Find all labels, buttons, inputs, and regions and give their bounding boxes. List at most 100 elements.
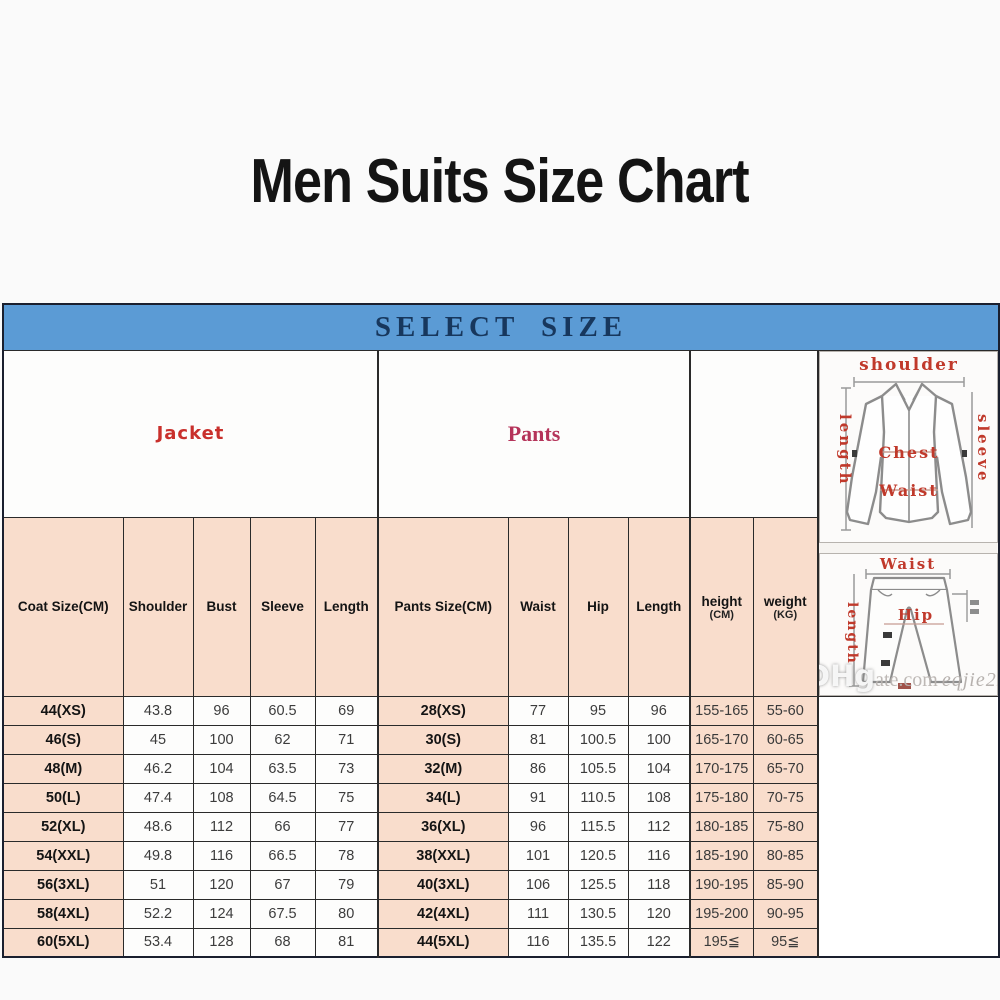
measurement-cell: 124 — [192, 898, 251, 929]
banner-row: SELECT SIZE — [2, 303, 1000, 351]
size-label-cell: 48(M) — [2, 753, 124, 784]
pants-length-label: length — [844, 602, 860, 665]
measurement-cell: 101 — [507, 840, 569, 871]
measurement-cell: 165-170 — [689, 724, 754, 755]
select-size-banner: SELECT SIZE — [2, 303, 1000, 351]
title-area: Men Suits Size Chart — [0, 0, 1000, 217]
empty-group-header — [689, 349, 819, 518]
measurement-cell: 81 — [314, 927, 379, 958]
column-header-row: Coat Size(CM) Shoulder Bust Sleeve Lengt… — [2, 516, 999, 697]
weight-header-unit: (KG) — [773, 609, 798, 622]
measurement-cell: 185-190 — [689, 840, 754, 871]
pants-waist-label: Waist — [878, 555, 935, 573]
measurement-cell: 155-165 — [689, 695, 754, 726]
pants-diagram-box: Waist length Hip DHgate.com eqjie222 — [819, 552, 999, 695]
measurement-cell: 112 — [192, 811, 251, 842]
measurement-cell: 79 — [314, 869, 379, 900]
measurement-cell: 70-75 — [752, 782, 819, 813]
measurement-cell: 43.8 — [122, 695, 194, 726]
measurement-cell: 125.5 — [567, 869, 629, 900]
measurement-cell: 68 — [249, 927, 316, 958]
jacket-shoulder-label: shoulder — [859, 355, 959, 375]
measurement-cell: 195≦ — [689, 927, 754, 958]
watermark-brand-tail: ate.com — [875, 668, 938, 691]
measurement-cell: 71 — [314, 724, 379, 755]
table-row: 52(XL) 48.6 112 66 77 36(XL) 96 115.5 112 180-185… — [2, 811, 999, 842]
measurement-cell: 63.5 — [249, 753, 316, 784]
size-chart-table: SELECT SIZE Jacket Pants — [2, 303, 1000, 958]
measurement-cell: 67 — [249, 869, 316, 900]
measurement-cell: 116 — [627, 840, 691, 871]
height-header-text: height — [701, 594, 743, 610]
measurement-cell: 104 — [192, 753, 251, 784]
table-row: 44(XS) 43.8 96 60.5 69 28(XS) 77 95 96 155-165 55-… — [2, 695, 999, 726]
measurement-cell: 48.6 — [122, 811, 194, 842]
size-label-cell: 32(M) — [377, 753, 509, 784]
table-row: 48(M) 46.2 104 63.5 73 32(M) 86 105.5 104 170-175… — [2, 753, 999, 784]
measurement-cell: 105.5 — [567, 753, 629, 784]
measurement-cell: 60.5 — [249, 695, 316, 726]
measurement-cell: 45 — [122, 724, 194, 755]
size-label-cell: 58(4XL) — [2, 898, 124, 929]
measurement-cell: 108 — [192, 782, 251, 813]
jacket-length-label: length — [836, 414, 854, 486]
measurement-cell: 180-185 — [689, 811, 754, 842]
size-label-cell: 54(XXL) — [2, 840, 124, 871]
measurement-cell: 81 — [507, 724, 569, 755]
measurement-cell: 116 — [192, 840, 251, 871]
size-table-body: 44(XS) 43.8 96 60.5 69 28(XS) 77 95 96 155-165 55-… — [2, 695, 999, 958]
measurement-cell: 122 — [627, 927, 691, 958]
size-label-cell: 52(XL) — [2, 811, 124, 842]
col-header-pants-size: Pants Size(CM) — [377, 516, 509, 697]
measurement-cell: 104 — [627, 753, 691, 784]
measurement-cell: 108 — [627, 782, 691, 813]
measurement-cell: 67.5 — [249, 898, 316, 929]
measurement-cell: 112 — [627, 811, 691, 842]
measurement-cell: 73 — [314, 753, 379, 784]
col-header-shoulder: Shoulder — [122, 516, 194, 697]
measurement-cell: 175-180 — [689, 782, 754, 813]
measurement-cell: 64.5 — [249, 782, 316, 813]
measurement-cell: 96 — [192, 695, 251, 726]
measurement-cell: 91 — [507, 782, 569, 813]
size-label-cell: 44(5XL) — [377, 927, 509, 958]
size-label-cell: 38(XXL) — [377, 840, 509, 871]
measurement-cell: 62 — [249, 724, 316, 755]
weight-header-text: weight — [763, 594, 807, 610]
measurement-cell: 170-175 — [689, 753, 754, 784]
measurement-cell: 100.5 — [567, 724, 629, 755]
measurement-cell: 85-90 — [752, 869, 819, 900]
watermark-brand-bold: DHg — [819, 658, 876, 693]
measurement-cell: 90-95 — [752, 898, 819, 929]
jacket-waist-label: Waist — [878, 481, 938, 500]
jacket-chest-label: Chest — [878, 443, 939, 462]
measurement-cell: 66.5 — [249, 840, 316, 871]
size-label-cell: 42(4XL) — [377, 898, 509, 929]
pants-hip-label: Hip — [897, 606, 933, 624]
measurement-cell: 95 — [567, 695, 629, 726]
measurement-cell: 78 — [314, 840, 379, 871]
table-row: 56(3XL) 51 120 67 79 40(3XL) 106 125.5 118 190-19… — [2, 869, 999, 900]
pants-diagram-icon: Waist length Hip — [844, 555, 979, 689]
measurement-cell: 75 — [314, 782, 379, 813]
measurement-cell: 52.2 — [122, 898, 194, 929]
measurement-cell: 120 — [627, 898, 691, 929]
height-header-unit: (CM) — [709, 609, 734, 622]
table-row: 46(S) 45 100 62 71 30(S) 81 100.5 100 165-170 60-6… — [2, 724, 999, 755]
measurement-cell: 55-60 — [752, 695, 819, 726]
measurement-cell: 65-70 — [752, 753, 819, 784]
measurement-cell: 120 — [192, 869, 251, 900]
measurement-cell: 100 — [192, 724, 251, 755]
measurement-cell: 53.4 — [122, 927, 194, 958]
watermark: DHgate.com eqjie222 — [819, 658, 998, 693]
jacket-diagram-icon: shoulder length sleeve Chest Waist — [836, 355, 992, 531]
size-label-cell: 34(L) — [377, 782, 509, 813]
size-label-cell: 30(S) — [377, 724, 509, 755]
measurement-cell: 96 — [507, 811, 569, 842]
size-label-cell: 36(XL) — [377, 811, 509, 842]
measurement-cell: 116 — [507, 927, 569, 958]
measurement-cell: 106 — [507, 869, 569, 900]
measurement-cell: 66 — [249, 811, 316, 842]
measurement-cell: 190-195 — [689, 869, 754, 900]
